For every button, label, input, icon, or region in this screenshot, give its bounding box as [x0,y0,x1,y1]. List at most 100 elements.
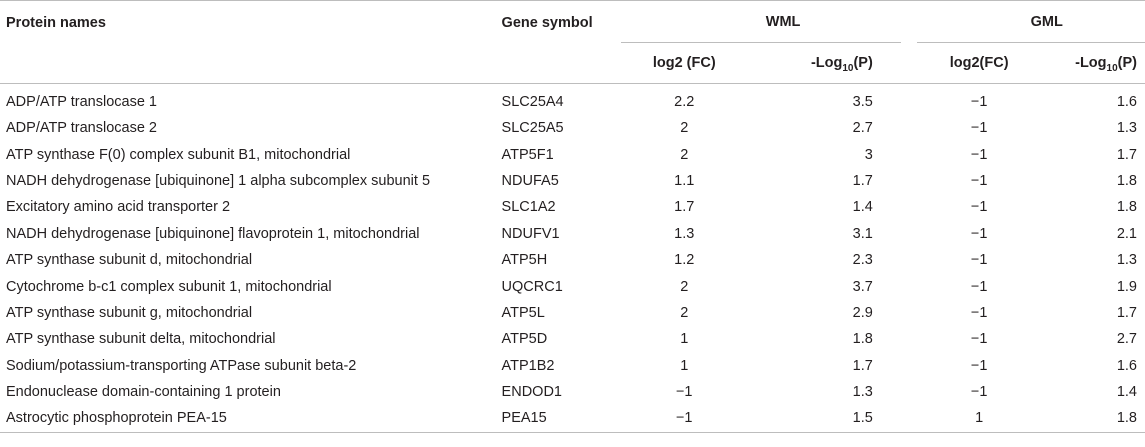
header-gml: GML [916,0,1145,43]
cell-gap [901,300,917,326]
table-row: Endonuclease domain-containing 1 protein… [0,379,1145,405]
cell-wml-log2fc: 2 [680,120,689,137]
cell-gap [901,168,917,194]
table-row: NADH dehydrogenase [ubiquinone] 1 alpha … [0,168,1145,194]
cell-gene-symbol: ENDOD1 [501,384,562,401]
cell-wml-neglog10p: 1.7 [852,172,873,189]
cell-gene-symbol: ATP5L [501,304,545,321]
table-row: NADH dehydrogenase [ubiquinone] flavopro… [0,221,1145,247]
cell-gml-log2fc: −1 [970,172,988,189]
cell-gene-symbol: ATP5D [501,331,548,348]
cell-protein-name: Cytochrome b-c1 complex subunit 1, mitoc… [6,278,332,295]
cell-gml-neglog10p: 1.9 [1116,278,1137,295]
cell-gml-neglog10p: 1.6 [1116,94,1137,110]
header-gap [901,1,917,43]
table-body: ADP/ATP translocase 1 SLC25A4 2.2 3.5 −1 1.6 A… [0,84,1145,433]
header-wml-neglog10p: -Log10(P) [747,42,901,84]
cell-gml-log2fc: −1 [970,146,988,163]
header-row-2: log2 (FC) -Log10(P) log2(FC) -Log10(P) [0,42,1145,84]
table-row: ADP/ATP translocase 1 SLC25A4 2.2 3.5 −1 1.6 [0,84,1145,116]
cell-gml-log2fc: −1 [970,357,988,374]
cell-wml-neglog10p: 1.4 [852,199,873,216]
cell-gml-log2fc: −1 [970,384,988,401]
table-row: ADP/ATP translocase 2 SLC25A5 2 2.7 −1 1.3 [0,115,1145,141]
header-protein-names: Protein names [0,0,502,84]
cell-gene-symbol: ATP5F1 [501,146,554,163]
cell-wml-neglog10p: 1.5 [747,405,901,433]
cell-protein-name: Astrocytic phosphoprotein PEA-15 [0,405,502,433]
cell-gml-neglog10p: 1.8 [1116,199,1137,216]
cell-gene-symbol: NDUFV1 [501,225,560,242]
table-row: ATP synthase subunit delta, mitochondria… [0,326,1145,352]
cell-gml-neglog10p: 1.8 [1041,405,1145,433]
cell-wml-log2fc: 2.2 [674,94,695,110]
cell-wml-log2fc: 1.7 [674,199,695,216]
header-gml-neglog10p: -Log10(P) [1041,42,1145,84]
cell-gap [901,379,917,405]
cell-wml-log2fc: 2 [680,146,689,163]
cell-protein-name: Sodium/potassium-transporting ATPase sub… [6,357,357,374]
cell-wml-neglog10p: 1.7 [852,357,873,374]
header-wml-log2fc: log2 (FC) [621,42,748,84]
cell-gap [901,353,917,379]
cell-gml-neglog10p: 2.7 [1116,331,1137,348]
cell-gml-neglog10p: 1.6 [1116,357,1137,374]
header-gml-log2fc: log2(FC) [916,42,1042,84]
table-row: ATP synthase subunit d, mitochondrial ATP… [0,247,1145,273]
cell-gml-neglog10p: 2.1 [1116,225,1137,242]
cell-gap [900,405,917,433]
cell-wml-neglog10p: 1.8 [852,331,873,348]
table-row: ATP synthase F(0) complex subunit B1, mi… [0,141,1145,167]
protein-table: Protein names Gene symbol WML GML log2 (… [0,0,1145,433]
cell-gml-neglog10p: 1.3 [1116,120,1137,137]
cell-gml-log2fc: −1 [970,94,988,110]
cell-gml-log2fc: −1 [970,252,988,269]
cell-wml-log2fc: 2 [680,278,689,295]
cell-wml-log2fc: 1.3 [674,225,695,242]
cell-protein-name: NADH dehydrogenase [ubiquinone] flavopro… [6,225,420,242]
cell-gene-symbol: SLC1A2 [501,199,556,216]
cell-wml-log2fc: −1 [675,384,693,401]
cell-gap [901,247,917,273]
cell-wml-log2fc: −1 [621,405,748,433]
cell-wml-log2fc: 2 [680,304,689,321]
cell-wml-log2fc: 1 [680,331,689,348]
cell-gap [901,221,917,247]
cell-gap [901,115,917,141]
cell-gap [901,326,917,352]
table-row: Astrocytic phosphoprotein PEA-15 PEA15 −1 1… [0,405,1145,433]
header-wml: WML [621,0,901,43]
cell-gml-log2fc: −1 [970,199,988,216]
cell-gap [901,273,917,299]
cell-gap [901,84,917,116]
cell-gene-symbol: ATP5H [501,252,548,269]
cell-wml-neglog10p: 2.7 [852,120,873,137]
table-row: Sodium/potassium-transporting ATPase sub… [0,353,1145,379]
cell-protein-name: NADH dehydrogenase [ubiquinone] 1 alpha … [6,172,431,189]
header-gene-symbol: Gene symbol [501,0,622,84]
cell-wml-log2fc: 1 [680,357,689,374]
cell-wml-neglog10p: 3 [864,146,873,163]
cell-gml-neglog10p: 1.3 [1116,252,1137,269]
cell-wml-neglog10p: 2.9 [852,304,873,321]
cell-protein-name: Excitatory amino acid transporter 2 [6,199,231,216]
cell-gml-log2fc: −1 [970,120,988,137]
cell-gene-symbol: UQCRC1 [501,278,563,295]
cell-gene-symbol: NDUFA5 [501,172,559,189]
cell-wml-neglog10p: 3.1 [852,225,873,242]
cell-gml-log2fc: −1 [970,331,988,348]
cell-gene-symbol: PEA15 [501,405,622,433]
cell-wml-neglog10p: 3.5 [852,94,873,110]
cell-protein-name: ATP synthase subunit delta, mitochondria… [6,331,276,348]
cell-gml-neglog10p: 1.4 [1116,384,1137,401]
cell-gml-neglog10p: 1.7 [1116,304,1137,321]
cell-gml-log2fc: −1 [970,278,988,295]
cell-protein-name: Endonuclease domain-containing 1 protein [6,384,281,401]
cell-gml-neglog10p: 1.8 [1116,172,1137,189]
cell-wml-neglog10p: 3.7 [852,278,873,295]
cell-gene-symbol: SLC25A4 [501,94,564,110]
cell-gap [901,194,917,220]
cell-gml-log2fc: −1 [970,304,988,321]
table-row: Excitatory amino acid transporter 2 SLC1A… [0,194,1145,220]
